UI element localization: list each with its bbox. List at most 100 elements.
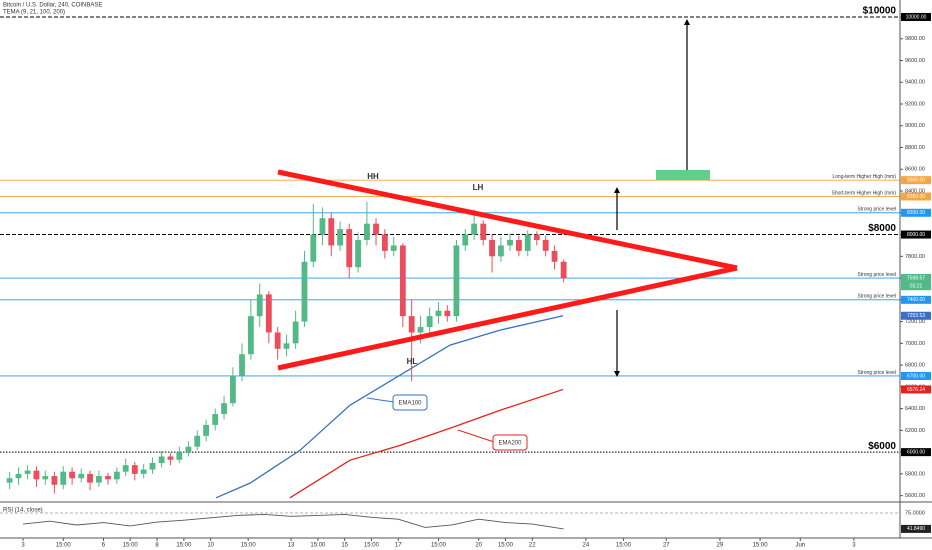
legend-entry: EMA100 <box>398 401 422 407</box>
candle-body <box>328 218 335 246</box>
y-tick-label: 9200.00 <box>905 101 925 107</box>
candle-body <box>239 354 245 376</box>
x-tick-label: 15:00 <box>123 543 139 549</box>
callout-box <box>492 434 528 451</box>
last-price-tag <box>901 274 931 291</box>
level-label: Strong price level <box>857 272 896 278</box>
level-tag <box>901 230 931 239</box>
candle-body <box>498 245 504 257</box>
candle-body <box>247 316 254 355</box>
level-tag <box>901 192 931 201</box>
x-tick-label: 13 <box>288 543 295 549</box>
candle-body <box>15 473 22 479</box>
candle-body <box>113 471 120 480</box>
triangle-lower <box>277 265 738 371</box>
candle-body <box>158 456 165 464</box>
level-label: $6000 <box>868 441 896 452</box>
ema-line <box>215 315 564 499</box>
candle-body <box>435 310 442 317</box>
candle-body <box>346 229 353 268</box>
level-tag-label: 6000.00 <box>907 449 925 455</box>
level-label: Long-term Higher High (mm) <box>832 174 896 180</box>
level-tag-label: 8500.00 <box>907 177 925 183</box>
candle-body <box>265 294 272 333</box>
candle-body <box>33 470 40 480</box>
y-tick-label: 8400.00 <box>905 188 925 194</box>
plot-area <box>0 16 900 499</box>
candle-body <box>337 229 344 246</box>
level-tag <box>901 448 931 457</box>
level-tag <box>901 208 931 217</box>
candle-body <box>364 223 370 240</box>
candle-body <box>417 327 424 333</box>
y-tick-label: 8600.00 <box>905 167 925 173</box>
level-tag <box>901 176 931 185</box>
level-label: Strong price level <box>857 207 896 213</box>
candle-body <box>274 332 281 349</box>
y-tick-label: 9600.00 <box>905 58 925 64</box>
y-tick-label: 8800.00 <box>905 145 925 151</box>
level-tag-label: 8200.00 <box>907 210 925 216</box>
candle-body <box>301 261 308 322</box>
x-tick-label: 15:00 <box>310 543 326 549</box>
level-label: Short-term Higher High (mm) <box>832 190 897 196</box>
rsi-tag <box>901 524 931 533</box>
candle-body <box>24 470 31 474</box>
countdown-label: 03:21 <box>910 284 923 290</box>
candle-body <box>462 234 469 246</box>
callout-pointer <box>366 397 395 403</box>
y-tick-label: 7000.00 <box>905 341 925 347</box>
x-tick-label: 3 <box>852 543 856 549</box>
candle-body <box>149 463 156 470</box>
candle-body <box>6 478 13 483</box>
y-tick-label: 5800.00 <box>905 471 925 477</box>
candle-body <box>185 446 192 453</box>
level-tag-label: 8350.00 <box>907 194 925 200</box>
x-tick-label: 3 <box>21 543 25 549</box>
chart-title: Bitcoin / U.S. Dollar, 240, COINBASE <box>3 3 102 9</box>
candle-body <box>381 234 388 251</box>
x-tick-label: 6 <box>102 543 106 549</box>
x-tick-label: 15:00 <box>176 543 192 549</box>
triangle-upper <box>277 169 738 271</box>
level-tag-label: 10000.00 <box>906 14 927 20</box>
rsi-tick-label: 75.0000 <box>905 510 925 516</box>
level-label: Strong price level <box>857 370 896 376</box>
level-tag-label: 7400.00 <box>907 297 925 303</box>
level-label: Strong price level <box>857 294 896 300</box>
ema-tag <box>901 311 931 320</box>
x-tick-label: 29 <box>717 543 724 549</box>
rsi-tag-label: 41.8490 <box>907 526 925 532</box>
y-tick-label: 6200.00 <box>905 428 925 434</box>
candle-body <box>319 218 326 235</box>
level-tag <box>901 12 931 21</box>
y-tick-label: 6400.00 <box>905 406 925 412</box>
candle-body <box>444 310 451 317</box>
rsi-line <box>23 513 564 530</box>
candle-body <box>471 223 478 235</box>
x-tick-label: 15:00 <box>753 543 769 549</box>
candle-body <box>95 476 102 483</box>
rsi-title: RSI (14, close) <box>3 508 43 514</box>
candle-body <box>390 245 397 251</box>
x-tick-label: 15:00 <box>616 543 632 549</box>
callout-box <box>392 394 428 411</box>
candle-body <box>69 471 75 479</box>
candle-body <box>283 343 290 349</box>
ema-tag <box>901 385 931 394</box>
legend-entry: EMA200 <box>498 441 522 447</box>
candle-body <box>105 476 111 480</box>
candle-body <box>507 239 513 246</box>
annotation: HL <box>407 357 418 366</box>
candle-body <box>256 294 263 317</box>
candle-body <box>408 316 415 333</box>
ema-tag-label: 6576.24 <box>907 387 925 393</box>
level-tag-label: 6700.00 <box>907 373 925 379</box>
candle-body <box>524 234 531 251</box>
y-tick-label: 9800.00 <box>905 36 925 42</box>
candle-body <box>310 234 317 262</box>
level-label: $8000 <box>868 223 896 234</box>
annotation: HH <box>367 172 379 181</box>
